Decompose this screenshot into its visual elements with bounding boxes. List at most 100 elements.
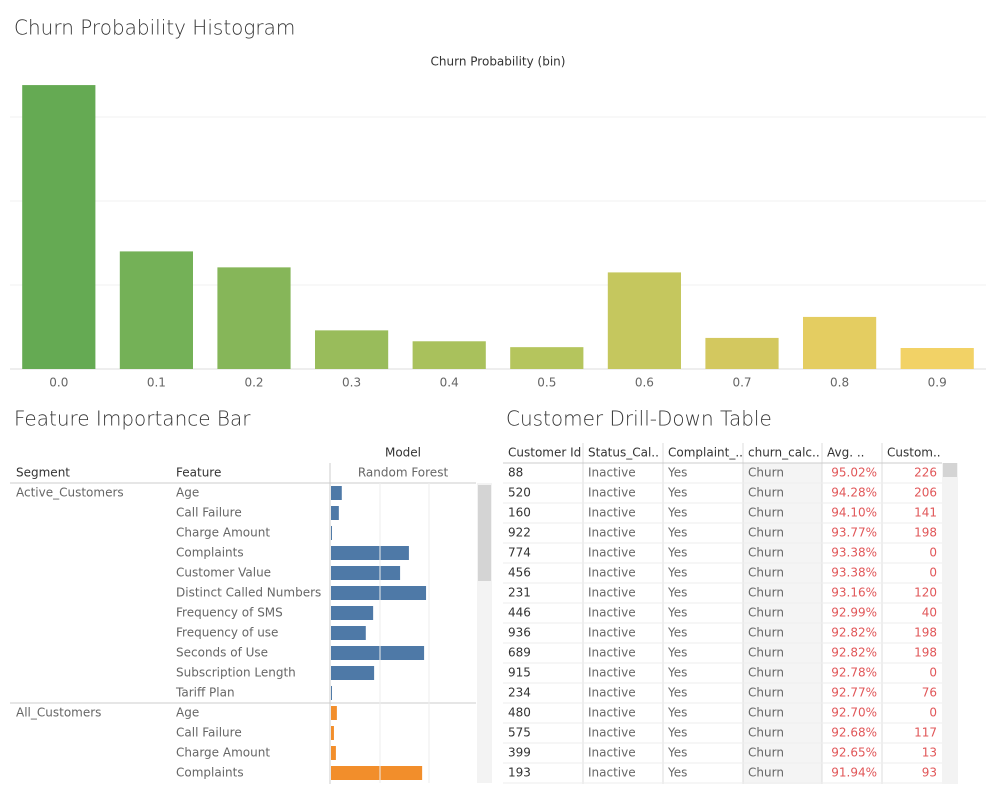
table-cell: 936 bbox=[508, 626, 531, 640]
bar bbox=[22, 85, 96, 369]
table-cell: Inactive bbox=[588, 566, 636, 580]
x-tick-label: 0.7 bbox=[732, 376, 751, 390]
bar bbox=[331, 646, 425, 660]
table-cell: Yes bbox=[667, 546, 687, 560]
table-cell: Inactive bbox=[588, 586, 636, 600]
table-cell: Yes bbox=[667, 606, 687, 620]
table-cell: 399 bbox=[508, 746, 531, 760]
feature-label: Charge Amount bbox=[176, 526, 270, 540]
x-tick-label: 0.4 bbox=[440, 376, 459, 390]
table-cell: 915 bbox=[508, 666, 531, 680]
table-cell: 93.16% bbox=[831, 586, 877, 600]
table-cell: 575 bbox=[508, 726, 531, 740]
bar bbox=[331, 626, 366, 640]
bar bbox=[412, 341, 486, 369]
bar bbox=[331, 746, 336, 760]
model-header: Model bbox=[385, 446, 421, 460]
table-cell: Churn bbox=[748, 546, 784, 560]
column-header: Feature bbox=[176, 466, 221, 480]
table-cell: 93.77% bbox=[831, 526, 877, 540]
table-cell: Yes bbox=[667, 506, 687, 520]
table-cell: 198 bbox=[914, 646, 937, 660]
bar bbox=[331, 606, 374, 620]
x-tick-label: 0.8 bbox=[830, 376, 849, 390]
feature-label: Charge Amount bbox=[176, 746, 270, 760]
table-cell: Yes bbox=[667, 746, 687, 760]
bar bbox=[331, 766, 423, 780]
bar bbox=[331, 486, 342, 500]
table-cell: Inactive bbox=[588, 626, 636, 640]
column-header: Complaint_.. bbox=[668, 446, 743, 460]
bar bbox=[510, 347, 584, 369]
table-cell: 774 bbox=[508, 546, 531, 560]
feature-label: Frequency of use bbox=[176, 626, 278, 640]
bar bbox=[331, 586, 427, 600]
table-cell: 93.38% bbox=[831, 546, 877, 560]
table-cell: 76 bbox=[922, 686, 937, 700]
table-cell: Inactive bbox=[588, 726, 636, 740]
table-cell: Yes bbox=[667, 526, 687, 540]
column-header: Custom.. bbox=[887, 446, 941, 460]
table-cell: 160 bbox=[508, 506, 531, 520]
table-cell: 234 bbox=[508, 686, 531, 700]
table-cell: 456 bbox=[508, 566, 531, 580]
table-cell: Inactive bbox=[588, 686, 636, 700]
column-header: Status_Cal.. bbox=[588, 446, 659, 460]
table-cell: 922 bbox=[508, 526, 531, 540]
model-label: Random Forest bbox=[358, 466, 449, 480]
table-cell: Yes bbox=[667, 726, 687, 740]
table-cell: 13 bbox=[922, 746, 937, 760]
table-cell: 92.82% bbox=[831, 646, 877, 660]
x-axis-title: Churn Probability (bin) bbox=[431, 55, 566, 69]
table-cell: 40 bbox=[922, 606, 937, 620]
table-cell: 117 bbox=[914, 726, 937, 740]
column-header: Customer Id bbox=[508, 446, 581, 460]
bar bbox=[331, 686, 332, 700]
bar bbox=[331, 726, 334, 740]
scroll-thumb[interactable] bbox=[943, 463, 957, 477]
table-cell: 446 bbox=[508, 606, 531, 620]
table-cell: Yes bbox=[667, 766, 687, 780]
feature-label: Tariff Plan bbox=[175, 686, 235, 700]
table-cell: 91.94% bbox=[831, 766, 877, 780]
table-cell: 94.10% bbox=[831, 506, 877, 520]
segment-label: Active_Customers bbox=[16, 486, 124, 500]
feature-label: Complaints bbox=[176, 766, 244, 780]
bar bbox=[331, 526, 332, 540]
bar bbox=[217, 267, 291, 369]
table-cell: Yes bbox=[667, 646, 687, 660]
table-cell: 93.38% bbox=[831, 566, 877, 580]
table-cell: Inactive bbox=[588, 546, 636, 560]
table-cell: 689 bbox=[508, 646, 531, 660]
table-cell: 92.78% bbox=[831, 666, 877, 680]
feature-label: Call Failure bbox=[176, 726, 242, 740]
table-cell: 0 bbox=[929, 706, 937, 720]
bar bbox=[331, 546, 409, 560]
feature-label: Age bbox=[176, 486, 199, 500]
table-cell: 0 bbox=[929, 546, 937, 560]
table-cell: 92.82% bbox=[831, 626, 877, 640]
scroll-thumb[interactable] bbox=[478, 485, 491, 581]
table-cell: 92.65% bbox=[831, 746, 877, 760]
table-cell: Churn bbox=[748, 766, 784, 780]
histogram-title: Churn Probability Histogram bbox=[14, 16, 295, 40]
table-cell: 92.99% bbox=[831, 606, 877, 620]
x-tick-label: 0.6 bbox=[635, 376, 654, 390]
table-cell: 206 bbox=[914, 486, 937, 500]
table-cell: Churn bbox=[748, 686, 784, 700]
table-cell: Churn bbox=[748, 526, 784, 540]
bar bbox=[331, 566, 401, 580]
x-tick-label: 0.1 bbox=[147, 376, 166, 390]
table-cell: Churn bbox=[748, 746, 784, 760]
scrollbar[interactable] bbox=[942, 463, 958, 784]
table-cell: 520 bbox=[508, 486, 531, 500]
table-cell: Churn bbox=[748, 486, 784, 500]
table-cell: Yes bbox=[667, 566, 687, 580]
x-tick-label: 0.9 bbox=[928, 376, 947, 390]
table-cell: Churn bbox=[748, 566, 784, 580]
table-cell: 92.70% bbox=[831, 706, 877, 720]
x-tick-label: 0.5 bbox=[537, 376, 556, 390]
table-cell: Inactive bbox=[588, 666, 636, 680]
table-title: Customer Drill-Down Table bbox=[506, 407, 772, 431]
